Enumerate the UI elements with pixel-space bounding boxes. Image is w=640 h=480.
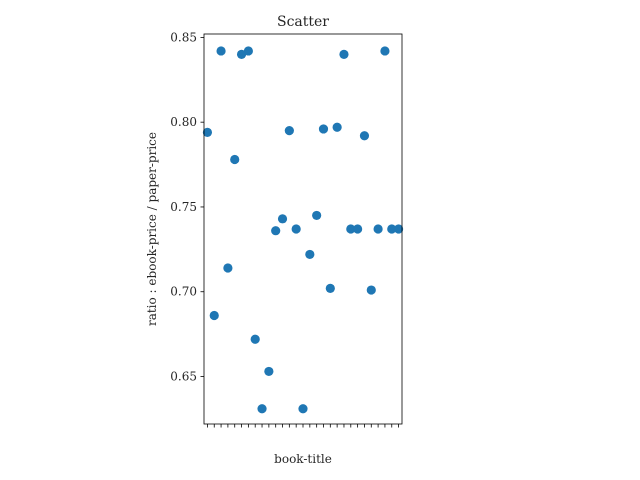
data-point (243, 46, 253, 56)
data-point (373, 224, 383, 234)
x-axis-label: book-title (274, 452, 332, 466)
data-point (318, 124, 329, 134)
y-axis-ticks: 0.65 0.70 0.75 0.80 0.85 (170, 30, 204, 384)
data-point (312, 210, 322, 221)
data-point (359, 131, 370, 141)
data-point (298, 404, 308, 414)
data-point (230, 154, 240, 165)
data-point (271, 226, 281, 236)
y-axis-label: ratio : ebook-price / paper-price (145, 132, 159, 326)
data-point (393, 224, 404, 234)
data-point (366, 285, 376, 295)
data-point (250, 334, 260, 344)
data-point (216, 46, 226, 56)
chart-title: Scatter (277, 14, 329, 30)
data-point (380, 46, 390, 56)
y-tick-label: 0.80 (170, 115, 197, 129)
data-point (387, 224, 397, 234)
data-point (346, 224, 356, 234)
y-tick-label: 0.75 (170, 200, 197, 214)
y-tick-label: 0.70 (170, 285, 197, 299)
data-point (332, 122, 342, 132)
plot-frame (203, 33, 403, 425)
data-points (202, 46, 404, 414)
plot-area (204, 34, 402, 424)
y-tick-label: 0.65 (170, 370, 197, 384)
data-point (223, 263, 233, 273)
data-point (291, 224, 301, 234)
data-point (236, 49, 247, 59)
data-point (202, 127, 213, 137)
data-point (284, 126, 294, 136)
data-point (209, 310, 219, 321)
data-point (305, 249, 315, 260)
data-point (264, 366, 274, 377)
data-point (325, 283, 335, 293)
x-axis-ticks (207, 424, 399, 428)
data-point (257, 404, 267, 414)
y-tick-label: 0.85 (170, 30, 197, 44)
data-point (277, 214, 288, 224)
data-point (353, 224, 363, 234)
data-point (339, 49, 349, 59)
